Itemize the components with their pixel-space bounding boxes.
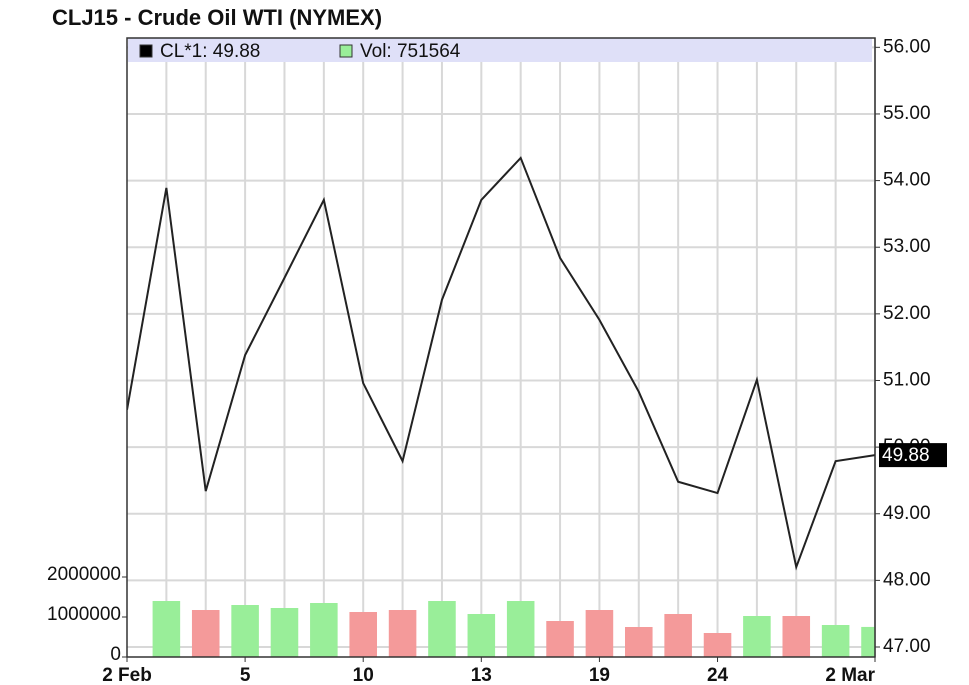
x-tick-label: 2 Mar	[825, 665, 875, 685]
plot-frame	[126, 37, 876, 658]
plot-area	[127, 38, 875, 657]
volume-bar	[821, 625, 850, 657]
volume-bar	[743, 616, 771, 657]
y2-tick-label: 1000000	[47, 604, 121, 625]
y-tick-label: 54.00	[883, 170, 931, 191]
y-tick-label: 55.00	[883, 103, 931, 124]
x-tick-label: 10	[353, 665, 374, 685]
volume-bar	[585, 610, 614, 657]
chart-title: CLJ15 - Crude Oil WTI (NYMEX)	[52, 5, 382, 30]
legend: CL*1: 49.88 Vol: 751564	[139, 41, 461, 62]
volume-bar	[349, 612, 377, 657]
x-tick-label: 24	[707, 665, 729, 685]
legend-swatch	[139, 44, 153, 58]
volume-bar	[664, 614, 692, 657]
y-tick-label: 47.00	[883, 636, 931, 657]
x-tick-label: 2 Feb	[102, 665, 152, 685]
y-tick-label: 52.00	[883, 303, 931, 324]
x-tick-label: 5	[240, 665, 251, 685]
volume-bar	[467, 614, 496, 657]
axes: 47.0048.0049.0050.0051.0052.0053.0054.00…	[47, 36, 947, 685]
volume-bar	[388, 610, 417, 657]
price-line	[127, 156, 875, 571]
legend-band	[128, 38, 872, 62]
legend-swatch	[339, 44, 353, 58]
volume-bar	[782, 616, 811, 657]
x-tick-label: 13	[471, 665, 492, 685]
volume-bar	[152, 601, 181, 657]
volume-bar	[270, 608, 299, 657]
volume-bar	[191, 610, 220, 657]
y-tick-label: 53.00	[883, 236, 931, 257]
y-tick-label: 48.00	[883, 569, 931, 590]
volume-bar	[310, 603, 338, 657]
volume-bar	[625, 627, 653, 657]
x-tick-label: 19	[589, 665, 610, 685]
y-tick-label: 51.00	[883, 369, 931, 390]
volume-bar	[546, 621, 574, 657]
marks	[127, 156, 875, 657]
legend-label: Vol: 751564	[360, 41, 461, 62]
y2-tick-label: 2000000	[47, 564, 121, 585]
legend-label: CL*1: 49.88	[160, 41, 260, 62]
volume-bar	[428, 601, 456, 657]
y-tick-label: 49.00	[883, 503, 931, 524]
y-tick-label: 56.00	[883, 36, 931, 57]
volume-bar	[231, 605, 259, 657]
last-value-label: 49.88	[882, 445, 930, 466]
last-value-box	[879, 443, 947, 468]
volume-bar	[861, 626, 875, 657]
y2-tick-label: 0	[110, 644, 121, 665]
volume-bar	[703, 633, 732, 657]
volume-bar	[506, 601, 535, 657]
